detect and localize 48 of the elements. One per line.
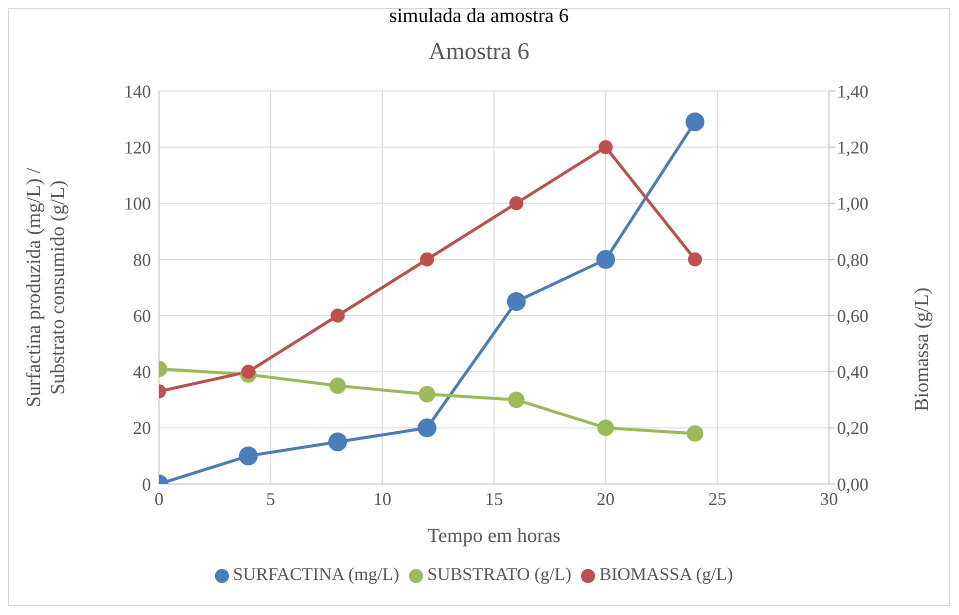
text: simulada da amostra 6 — [388, 5, 570, 28]
point — [508, 392, 525, 408]
y2-tick-label: 1,40 — [837, 81, 868, 102]
legend-label: SUBSTRATO (g/L) — [427, 564, 572, 584]
y-tick-label: 140 — [124, 81, 151, 102]
x-tick-label: 10 — [373, 488, 392, 509]
y-tick-label: 20 — [133, 418, 151, 438]
y-tick-label: 120 — [124, 138, 151, 158]
point — [509, 196, 524, 210]
y2-axis-title: Biomassa (g/L) — [911, 288, 934, 412]
x-tick-label: 30 — [820, 488, 838, 509]
point — [328, 432, 348, 452]
y2-tick-label: 1,20 — [837, 138, 868, 158]
x-tick-label: 0 — [154, 488, 164, 509]
point — [418, 418, 436, 438]
y-tick-label: 80 — [133, 250, 151, 270]
point — [241, 364, 256, 379]
x-tick-label: 15 — [485, 488, 503, 509]
x-axis-title: Tempo em horas — [427, 525, 561, 547]
x-tick-label: 25 — [708, 488, 726, 509]
point — [686, 112, 704, 132]
point — [329, 378, 346, 394]
y2-tick-label: 0,20 — [837, 418, 868, 438]
point — [506, 292, 526, 311]
y-tick-label: 100 — [124, 194, 151, 214]
x-tick-label: 5 — [266, 488, 276, 509]
y-axis-title: Surfactina produzida (mg/L) / Substrato consumido (g/L) — [23, 167, 69, 408]
legend-label: BIOMASSA (g/L) — [599, 564, 733, 584]
y-tick-label: 60 — [133, 306, 151, 326]
point — [420, 252, 434, 266]
y-tick-label: 0 — [142, 474, 151, 494]
point — [686, 425, 704, 442]
y2-tick-label: 0,60 — [837, 306, 868, 326]
y-tick-label: 40 — [133, 362, 151, 382]
legend-label: SURFACTINA (mg/L) — [233, 564, 400, 584]
y2-tick-label: 0,40 — [837, 362, 868, 382]
point — [238, 446, 258, 466]
chart-title: Amostra 6 — [428, 39, 530, 66]
point — [330, 308, 345, 323]
y2-tick-label: 0,00 — [837, 474, 868, 494]
x-tick-label: 20 — [596, 488, 615, 509]
y2-tick-label: 0,80 — [837, 250, 868, 270]
y2-tick-label: 1,00 — [837, 194, 868, 214]
point — [598, 140, 613, 154]
point — [418, 386, 436, 402]
point — [597, 420, 614, 436]
point — [688, 252, 702, 266]
point — [596, 250, 616, 269]
